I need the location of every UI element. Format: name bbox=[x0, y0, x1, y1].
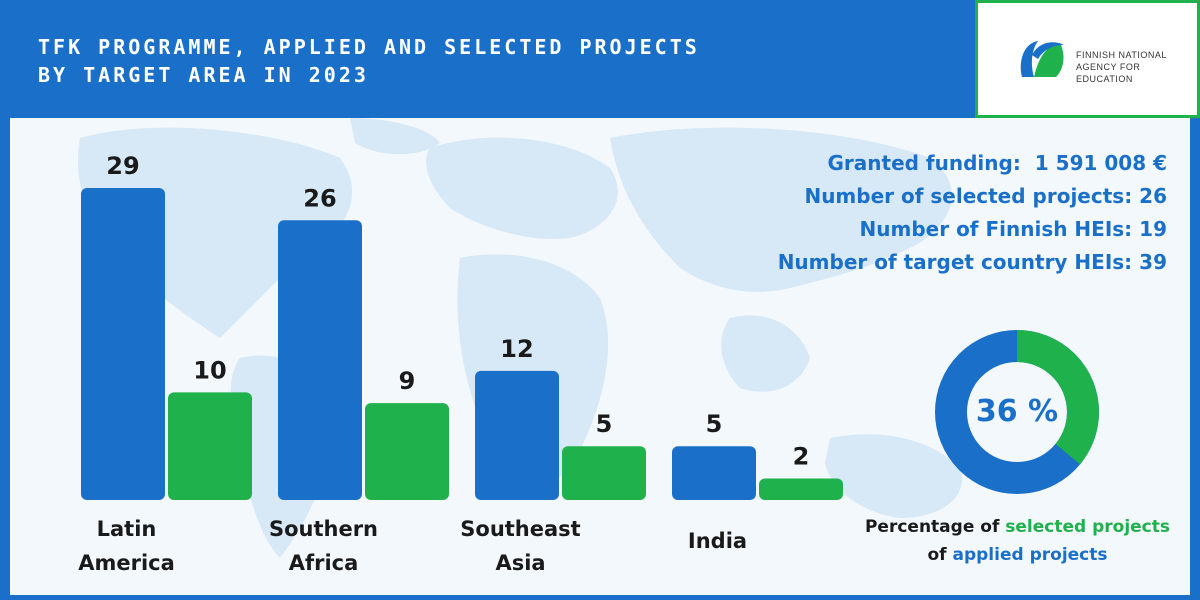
bar-selected-1 bbox=[365, 403, 449, 500]
stat-finnish-heis-label: Number of Finnish HEIs: bbox=[859, 217, 1133, 241]
logo-text-line-1: FINNISH NATIONAL bbox=[1076, 50, 1167, 60]
bar-value-label: 5 bbox=[596, 410, 613, 438]
bar-selected-3 bbox=[759, 478, 843, 500]
programme-stats: Granted funding: 1 591 008 € Number of s… bbox=[778, 147, 1167, 279]
donut-caption: Percentage of selected projects of appli… bbox=[860, 513, 1175, 569]
category-label: India bbox=[688, 529, 747, 553]
category-label: Latin bbox=[97, 517, 157, 541]
bar-selected-2 bbox=[562, 446, 646, 500]
bar-value-label: 9 bbox=[399, 367, 416, 395]
category-label: Southeast bbox=[460, 517, 580, 541]
category-label: Southern bbox=[269, 517, 378, 541]
category-label: Africa bbox=[289, 551, 359, 575]
donut-selected-arc bbox=[935, 330, 1099, 494]
title-line-1: TFK PROGRAMME, APPLIED AND SELECTED PROJ… bbox=[38, 35, 700, 59]
donut-percent-label: 36 % bbox=[975, 394, 1059, 429]
stat-granted-funding-value: 1 591 008 € bbox=[1034, 151, 1167, 175]
agency-logo-text: FINNISH NATIONAL AGENCY FOR EDUCATION bbox=[1076, 49, 1197, 85]
caption-text-1: Percentage of bbox=[864, 517, 1006, 537]
caption-highlight-applied: applied projects bbox=[952, 545, 1108, 565]
bar-value-label: 10 bbox=[193, 356, 226, 384]
stat-selected-projects-label: Number of selected projects: bbox=[804, 184, 1133, 208]
agency-logo: FINNISH NATIONAL AGENCY FOR EDUCATION bbox=[975, 0, 1200, 118]
chart-panel: 29 10 26 9 12 5 5 2 Latin America Southern Africa S… bbox=[10, 118, 1190, 595]
stat-finnish-heis-value: 19 bbox=[1139, 217, 1167, 241]
stat-target-heis-value: 39 bbox=[1139, 250, 1167, 274]
bar-value-label: 29 bbox=[106, 152, 139, 180]
title-line-2: BY TARGET AREA IN 2023 bbox=[38, 63, 369, 87]
donut-chart bbox=[935, 330, 1099, 494]
stat-target-heis: Number of target country HEIs: 39 bbox=[778, 246, 1167, 279]
logo-text-line-2: AGENCY FOR EDUCATION bbox=[1076, 62, 1141, 84]
bar-chart: 29 10 26 9 12 5 5 2 Latin America Southern Africa S… bbox=[78, 152, 843, 575]
agency-logo-icon bbox=[1020, 41, 1064, 77]
bar-selected-0 bbox=[168, 392, 252, 500]
bar-value-label: 2 bbox=[793, 442, 810, 470]
stat-selected-projects: Number of selected projects: 26 bbox=[778, 180, 1167, 213]
stat-selected-projects-value: 26 bbox=[1139, 184, 1167, 208]
bar-applied-1 bbox=[278, 220, 362, 500]
bar-applied-3 bbox=[672, 446, 756, 500]
bar-value-label: 12 bbox=[500, 335, 533, 363]
stat-granted-funding-label: Granted funding: bbox=[827, 151, 1021, 175]
donut-caption-line-2: of applied projects bbox=[860, 541, 1175, 569]
category-label: Asia bbox=[495, 551, 545, 575]
bar-value-label: 5 bbox=[706, 410, 723, 438]
stat-granted-funding: Granted funding: 1 591 008 € bbox=[778, 147, 1167, 180]
category-label: America bbox=[78, 551, 175, 575]
bar-value-label: 26 bbox=[303, 184, 336, 212]
percentage-donut: 36 % bbox=[935, 330, 1099, 494]
caption-text-2: of bbox=[927, 545, 953, 565]
stat-target-heis-label: Number of target country HEIs: bbox=[777, 250, 1133, 274]
donut-caption-line-1: Percentage of selected projects bbox=[860, 513, 1175, 541]
caption-highlight-selected: selected projects bbox=[1005, 517, 1171, 537]
bar-applied-2 bbox=[475, 370, 559, 500]
stat-finnish-heis: Number of Finnish HEIs: 19 bbox=[778, 213, 1167, 246]
bar-applied-0 bbox=[81, 188, 165, 500]
page-title: TFK PROGRAMME, APPLIED AND SELECTED PROJ… bbox=[38, 33, 700, 89]
